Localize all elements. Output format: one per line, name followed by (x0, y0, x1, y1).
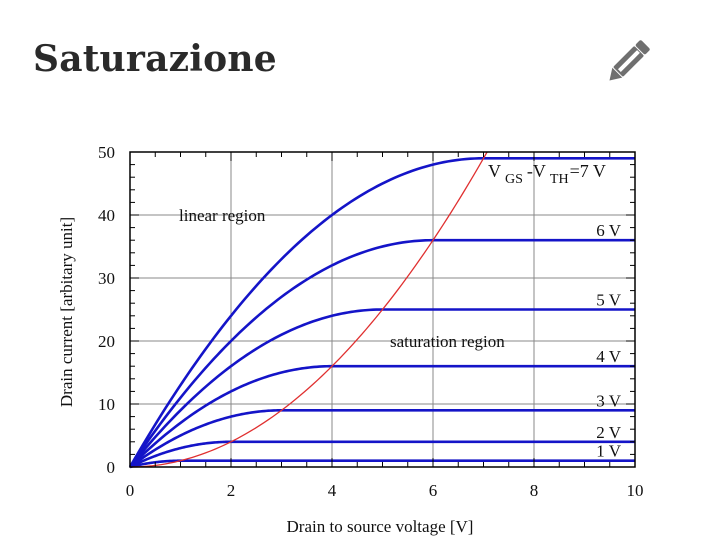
linear-region-label: linear region (179, 206, 266, 225)
curve-vov-3 (129, 409, 635, 469)
x-tick-label: 4 (328, 481, 337, 500)
label-layer: Drain to source voltage [V] Drain curren… (57, 143, 644, 536)
y-tick-label: 40 (98, 206, 115, 225)
page-title: Saturazione (33, 38, 277, 80)
series-label-4: 4 V (596, 347, 621, 366)
curve-vov-2 (129, 440, 635, 469)
curve-vov-7 (128, 157, 635, 468)
curve-layer (128, 151, 635, 469)
plot-frame (129, 151, 636, 468)
chart-svg: Drain to source voltage [V] Drain curren… (57, 143, 644, 536)
x-tick-label: 6 (429, 481, 438, 500)
vgs-vth-label: V GS -V TH=7 V (488, 161, 606, 187)
curve-vov-5 (128, 308, 635, 468)
series-label-2: 2 V (596, 423, 621, 442)
x-tick-label: 0 (126, 481, 135, 500)
y-tick-label: 0 (107, 458, 116, 477)
y-axis-label: Drain current [arbitary unit] (57, 217, 76, 407)
saturation-boundary-curve (129, 151, 488, 468)
drain-current-chart: Drain to source voltage [V] Drain curren… (0, 130, 720, 548)
saturation-region-label: saturation region (390, 332, 505, 351)
x-axis-label: Drain to source voltage [V] (287, 517, 474, 536)
x-tick-label: 8 (530, 481, 539, 500)
series-label-1: 1 V (596, 442, 621, 461)
grid-layer (130, 152, 635, 467)
series-label-3: 3 V (596, 391, 621, 410)
curve-vov-6 (128, 238, 635, 468)
x-tick-label: 10 (627, 481, 644, 500)
y-tick-label: 20 (98, 332, 115, 351)
curve-vov-4 (129, 364, 635, 468)
edit-button[interactable] (604, 36, 656, 84)
y-tick-label: 30 (98, 269, 115, 288)
series-label-6: 6 V (596, 221, 621, 240)
y-tick-label: 50 (98, 143, 115, 162)
pencil-icon (609, 40, 650, 81)
frame-layer (129, 151, 636, 468)
series-label-5: 5 V (596, 291, 621, 310)
y-tick-label: 10 (98, 395, 115, 414)
x-tick-label: 2 (227, 481, 236, 500)
